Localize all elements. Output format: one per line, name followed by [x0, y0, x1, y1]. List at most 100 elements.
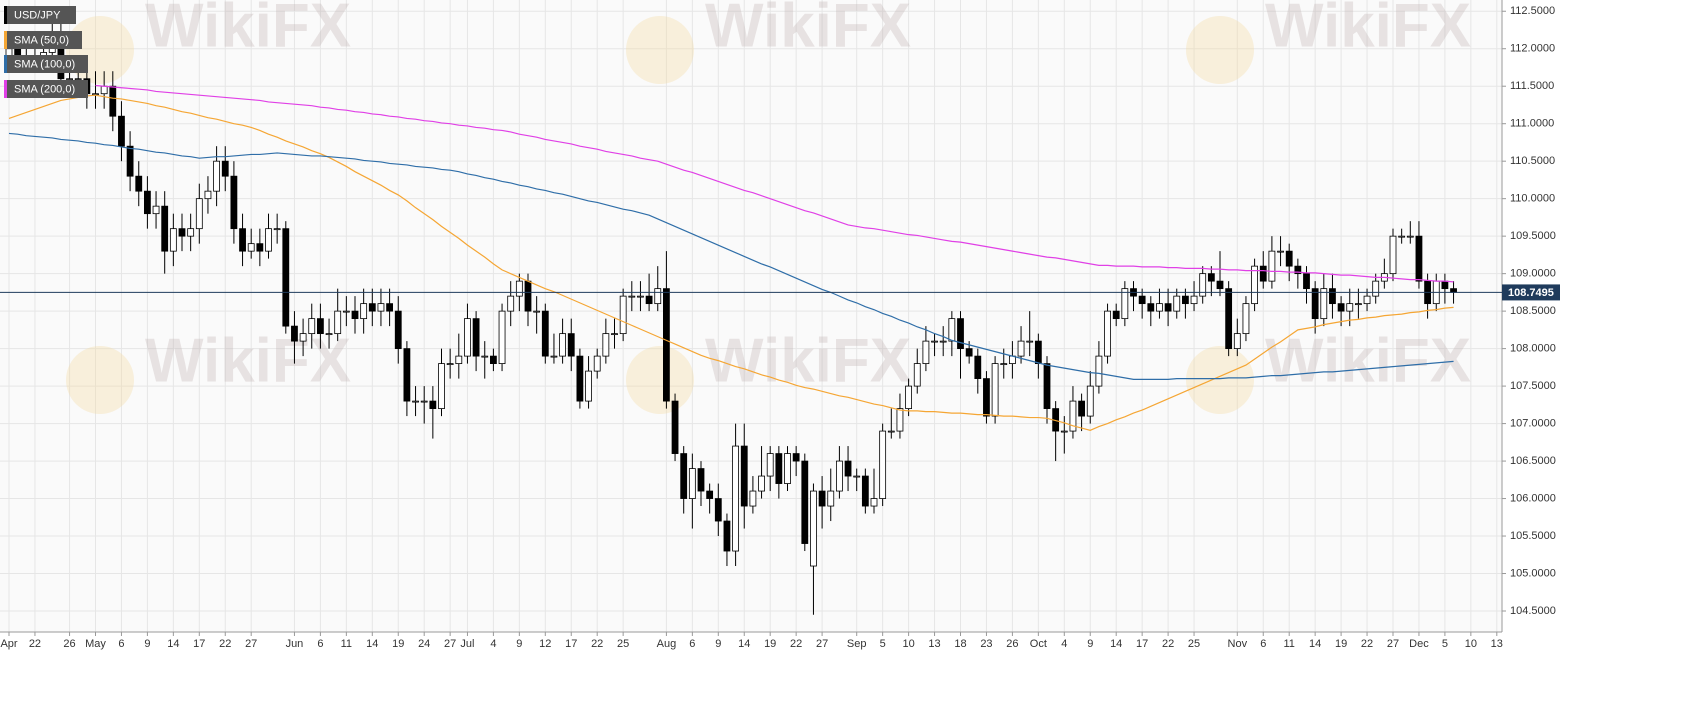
legend-label: SMA (200,0) [14, 83, 75, 95]
last-price-tag [1502, 284, 1560, 301]
x-tick-label: 22 [790, 638, 802, 650]
candle-body [316, 318, 324, 335]
candle-body [714, 498, 722, 522]
candle-body [265, 228, 272, 252]
candle-body [1164, 303, 1172, 312]
legend-label: SMA (100,0) [14, 58, 75, 70]
candle-body [1216, 280, 1224, 290]
candle-body [1259, 265, 1267, 282]
candle-body [515, 280, 523, 297]
candle-body [1060, 430, 1068, 433]
candle-body [965, 348, 973, 357]
candle-body [1121, 288, 1129, 320]
candle-body [1156, 303, 1163, 312]
x-tick-label: Sep [847, 638, 867, 650]
x-tick-label: 17 [193, 638, 205, 650]
x-tick-label: 27 [245, 638, 257, 650]
y-tick-label: 109.0000 [1510, 268, 1556, 280]
x-tick-label: 10 [1465, 638, 1477, 650]
legend-label: SMA (50,0) [14, 34, 69, 46]
candle-body [827, 490, 835, 507]
watermark: WikiFX [1265, 0, 1471, 60]
candle-body [697, 468, 705, 492]
x-tick-label: May [85, 638, 106, 650]
candle-body [291, 325, 298, 342]
candle-body [1441, 280, 1449, 290]
candle-body [766, 453, 774, 477]
candle-body [247, 243, 255, 252]
x-tick-label: 27 [1387, 638, 1399, 650]
x-tick-label: 13 [928, 638, 940, 650]
candle-body [706, 490, 714, 499]
candle-body [922, 340, 930, 365]
candle-body [429, 400, 437, 409]
candle-body [161, 205, 169, 252]
x-tick-label: 18 [954, 638, 966, 650]
candle-body [541, 310, 549, 357]
watermark: WikiFX [145, 0, 351, 60]
candle-body [784, 453, 791, 484]
candle-body [983, 378, 990, 417]
x-tick-label: 22 [219, 638, 231, 650]
x-tick-label: 5 [1442, 638, 1448, 650]
candle-body [1389, 235, 1397, 275]
candle-body [464, 318, 471, 357]
candle-body [974, 355, 982, 380]
candle-body [1311, 288, 1319, 320]
watermark: WikiFX [145, 326, 351, 395]
candle-body [550, 355, 558, 358]
candle-body [1285, 250, 1293, 267]
candle-body [524, 280, 532, 312]
candle-body [680, 453, 688, 499]
watermark: WikiFX [705, 326, 911, 395]
x-tick-label: 26 [1006, 638, 1018, 650]
candle-body [1034, 340, 1042, 365]
x-tick-label: 22 [1361, 638, 1373, 650]
x-tick-label: 9 [144, 638, 150, 650]
candle-body [1086, 385, 1094, 417]
watermark-logo [1186, 16, 1254, 84]
x-tick-label: 14 [1309, 638, 1321, 650]
candle-body [1190, 295, 1198, 305]
candle-body [576, 355, 584, 402]
x-tick-label: 10 [902, 638, 914, 650]
y-tick-label: 109.5000 [1510, 230, 1556, 242]
x-tick-label: Jul [460, 638, 474, 650]
y-tick-label: 107.0000 [1510, 417, 1556, 429]
candle-body [351, 310, 359, 320]
candle-body [100, 85, 108, 95]
x-tick-label: 12 [539, 638, 551, 650]
candle-body [559, 333, 566, 357]
candle-body [325, 333, 333, 336]
x-tick-label: 27 [444, 638, 456, 650]
candle-body [1251, 265, 1258, 305]
candle-body [1069, 400, 1077, 432]
candle-body [118, 115, 125, 147]
x-tick-label: 26 [63, 638, 75, 650]
candle-body [187, 228, 195, 237]
x-tick-label: 11 [1283, 638, 1294, 650]
candle-body [135, 175, 143, 192]
candle-body [342, 310, 350, 313]
sma-line [95, 84, 1454, 283]
candle-body [1415, 235, 1423, 282]
x-tick-label: 14 [738, 638, 750, 650]
legend-label: USD/JPY [14, 9, 61, 21]
candle-body [1182, 295, 1189, 305]
candle-body [204, 190, 212, 200]
candle-body [887, 430, 895, 433]
x-tick-label: 23 [980, 638, 992, 650]
candle-body [723, 520, 731, 552]
x-tick-label: 14 [1110, 638, 1122, 650]
candle-body [1225, 288, 1233, 350]
candle-body [273, 228, 281, 231]
candle-body [498, 310, 506, 365]
candle-body [152, 205, 160, 215]
x-tick-label: 9 [715, 638, 721, 650]
legend: USD/JPY SMA (50,0) SMA (100,0) SMA (200,… [4, 6, 88, 98]
x-tick-label: 25 [617, 638, 629, 650]
candle-body [853, 475, 861, 478]
candle-body [195, 198, 203, 230]
x-tick-label: 6 [689, 638, 695, 650]
candle-body [1095, 355, 1103, 387]
